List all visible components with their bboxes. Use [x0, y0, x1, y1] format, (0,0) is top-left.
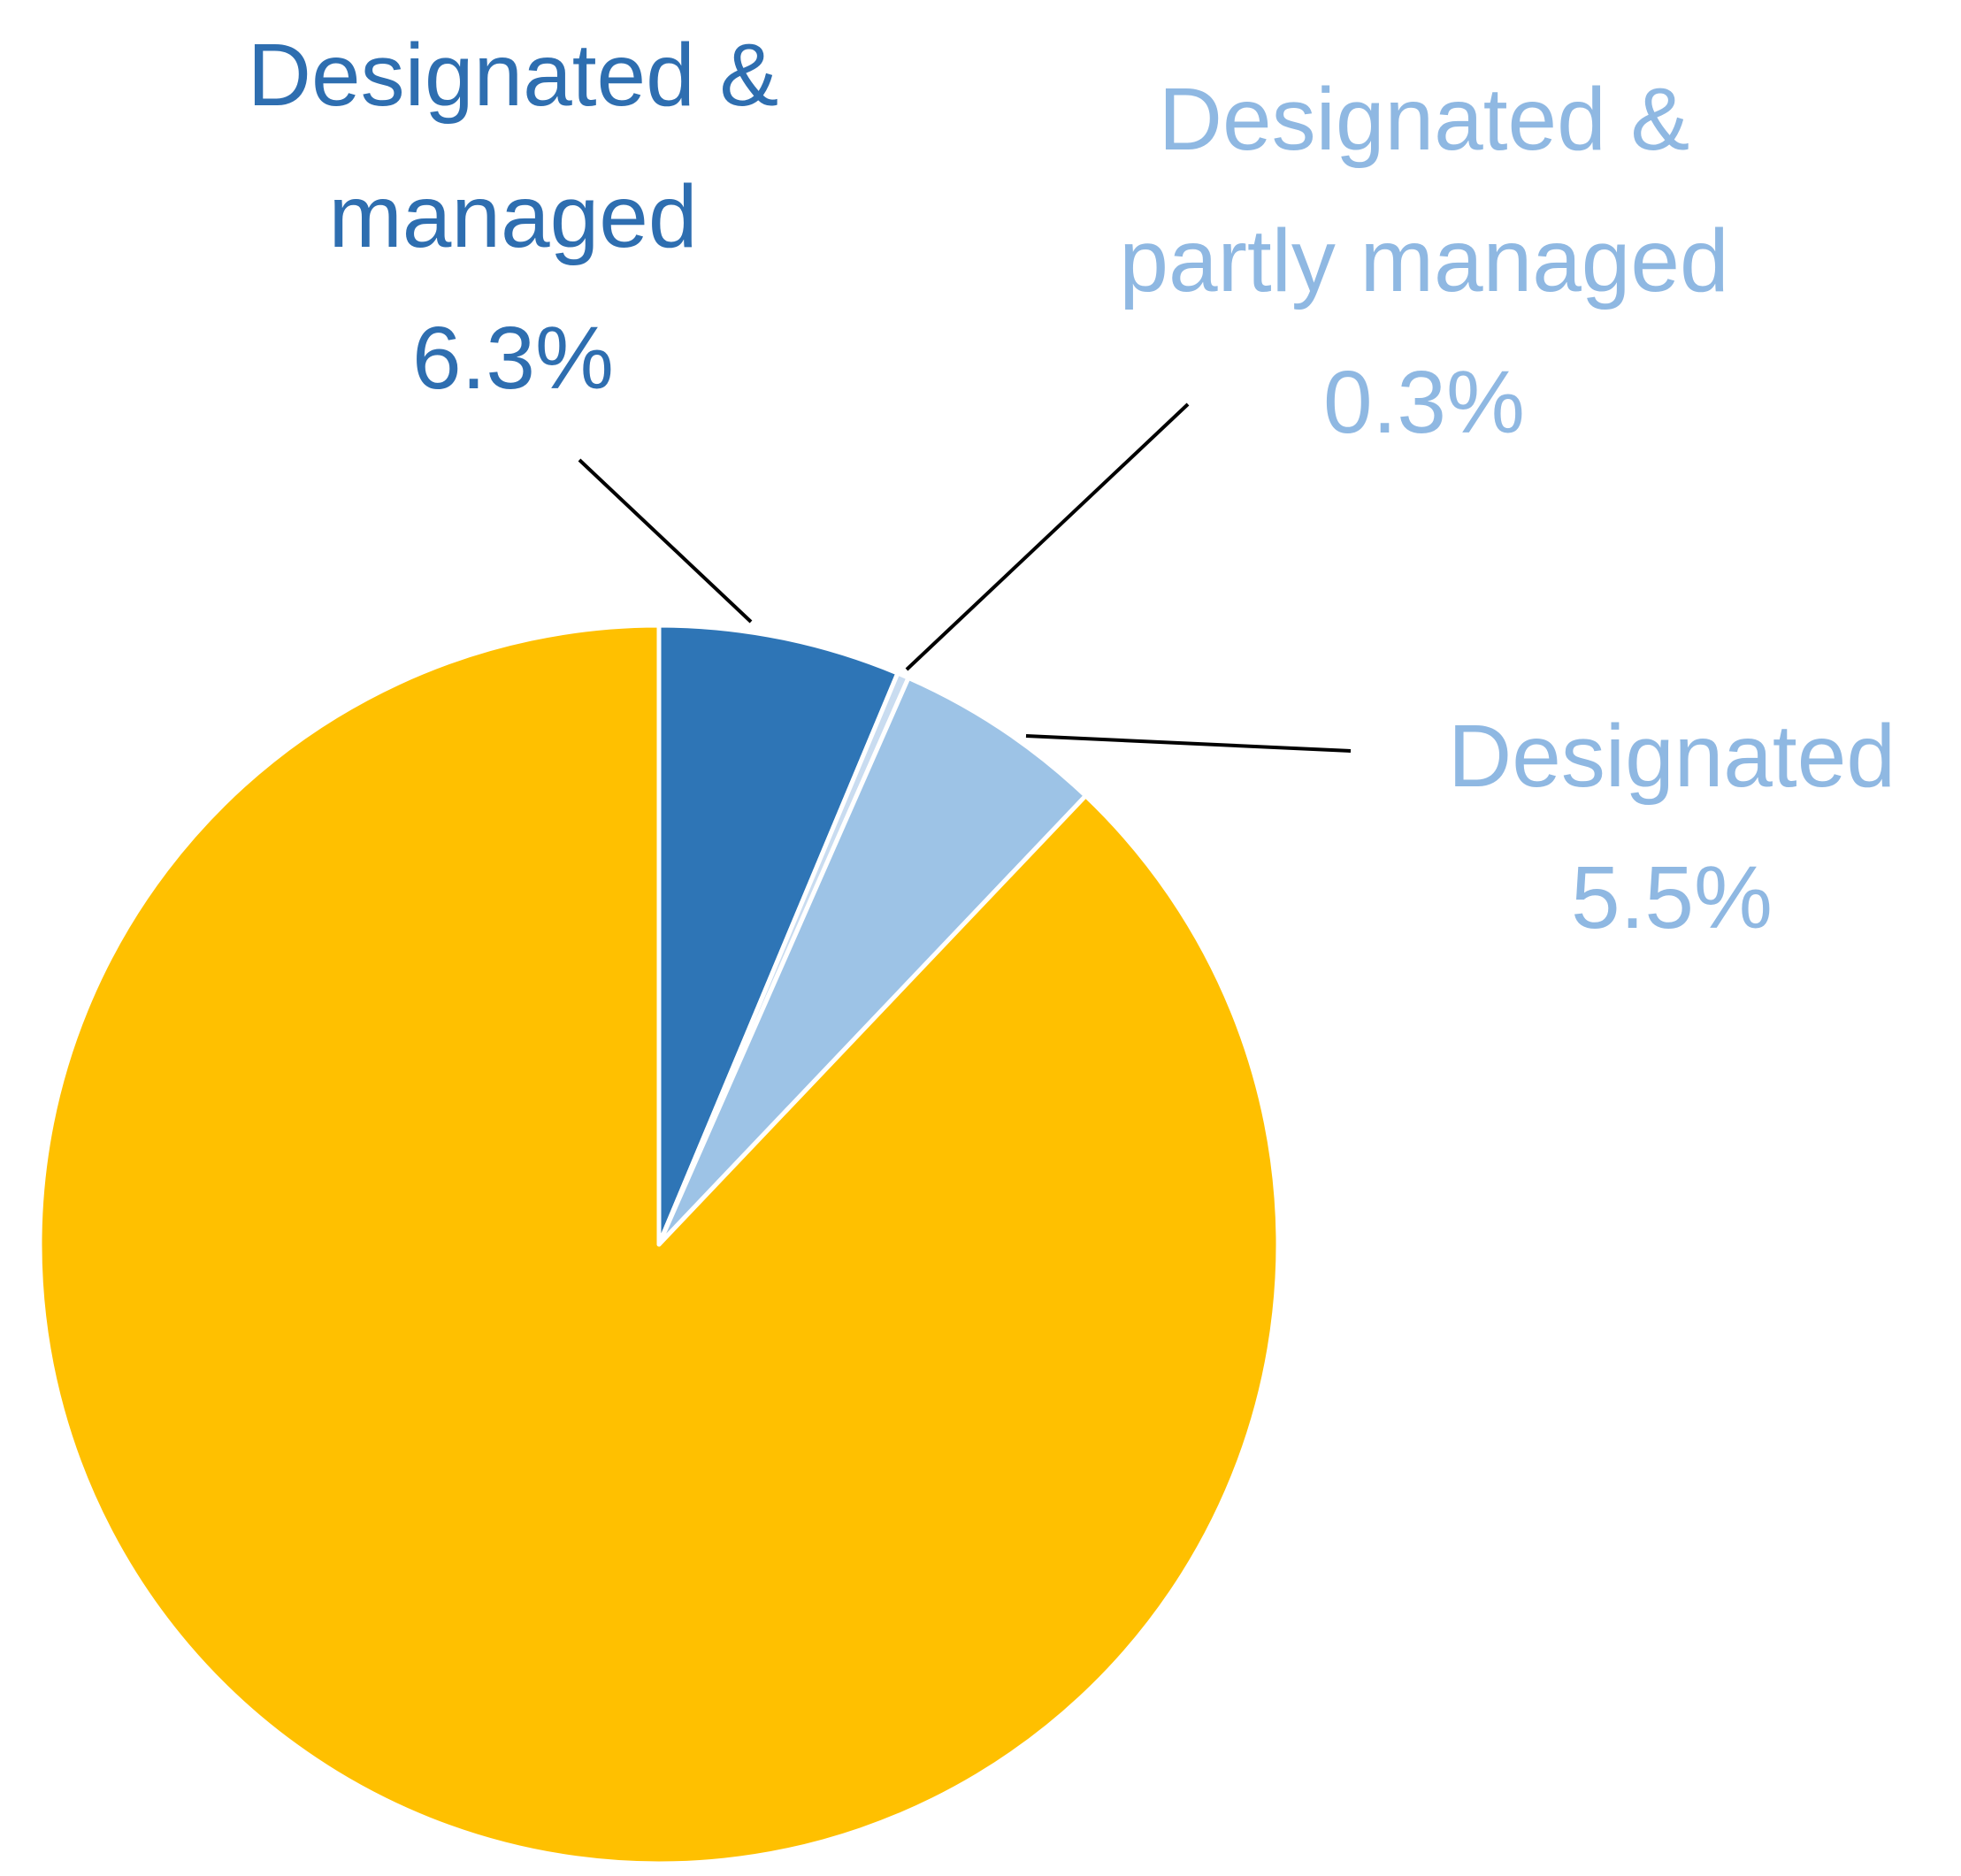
slice-value: 5.5%: [1571, 848, 1773, 947]
slice-name: Designated: [1448, 707, 1896, 806]
slice-label: Designated & partly managed 0.3%: [1070, 49, 1778, 473]
leader-line: [1025, 734, 1352, 753]
pie-slice: [656, 623, 900, 1247]
slice-name: Designated & managed: [247, 26, 779, 266]
slice-name: Designated & partly managed: [1119, 70, 1729, 310]
leader-line: [578, 458, 753, 624]
pie-slice: [37, 623, 1281, 1866]
slice-label: Designated 5.5%: [1406, 685, 1937, 969]
leader-line: [905, 402, 1190, 671]
pie: [37, 623, 1281, 1866]
slice-value: 6.3%: [412, 309, 614, 408]
slice-label: Designated & managed 6.3%: [221, 4, 805, 429]
pie-slice: [656, 675, 1088, 1247]
slice-value: 0.3%: [1323, 353, 1525, 452]
